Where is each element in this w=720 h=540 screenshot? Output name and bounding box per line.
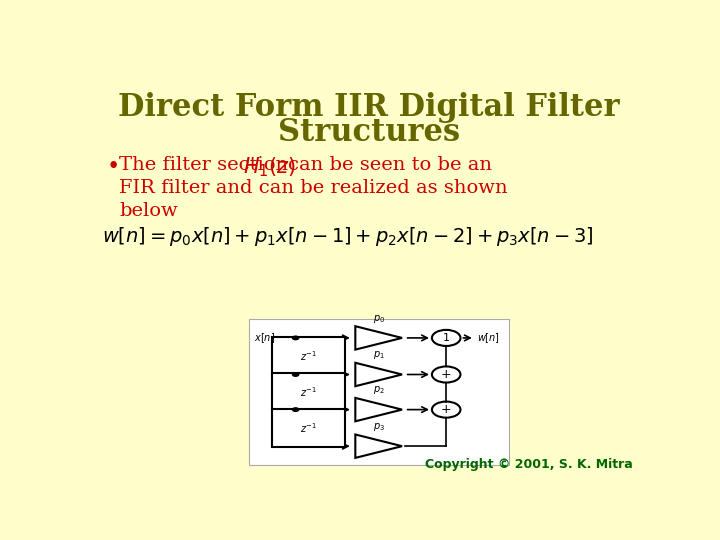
Text: below: below [120,202,179,220]
Text: The filter section: The filter section [120,156,294,174]
Text: $p_3$: $p_3$ [373,421,384,433]
Text: $p_0$: $p_0$ [373,313,384,325]
Ellipse shape [292,336,299,340]
Text: Copyright © 2001, S. K. Mitra: Copyright © 2001, S. K. Mitra [425,458,632,471]
Text: Structures: Structures [278,117,460,148]
Text: Direct Form IIR Digital Filter: Direct Form IIR Digital Filter [118,92,620,123]
Text: $w[n] = p_0 x[n] + p_1 x[n-1] + p_2 x[n-2] + p_3 x[n-3]$: $w[n] = p_0 x[n] + p_1 x[n-1] + p_2 x[n-… [102,225,593,248]
Bar [249,319,508,465]
Bar [272,373,345,411]
Text: $x[n]$: $x[n]$ [254,331,275,345]
Text: FIR filter and can be realized as shown: FIR filter and can be realized as shown [120,179,508,197]
Text: can be seen to be an: can be seen to be an [287,156,492,174]
Text: 1: 1 [443,333,450,343]
Text: $z^{-1}$: $z^{-1}$ [300,385,317,399]
Text: +: + [441,368,451,381]
Text: $H_1(z)$: $H_1(z)$ [243,156,297,179]
Text: $w[n]$: $w[n]$ [477,331,500,345]
Text: $p_1$: $p_1$ [373,349,384,361]
Text: $p_2$: $p_2$ [373,384,384,396]
Text: •: • [107,156,120,178]
Text: +: + [441,403,451,416]
Ellipse shape [292,408,299,411]
Text: $z^{-1}$: $z^{-1}$ [300,421,317,435]
Bar [272,337,345,375]
Bar [272,409,345,447]
Ellipse shape [292,373,299,376]
Text: $z^{-1}$: $z^{-1}$ [300,349,317,363]
